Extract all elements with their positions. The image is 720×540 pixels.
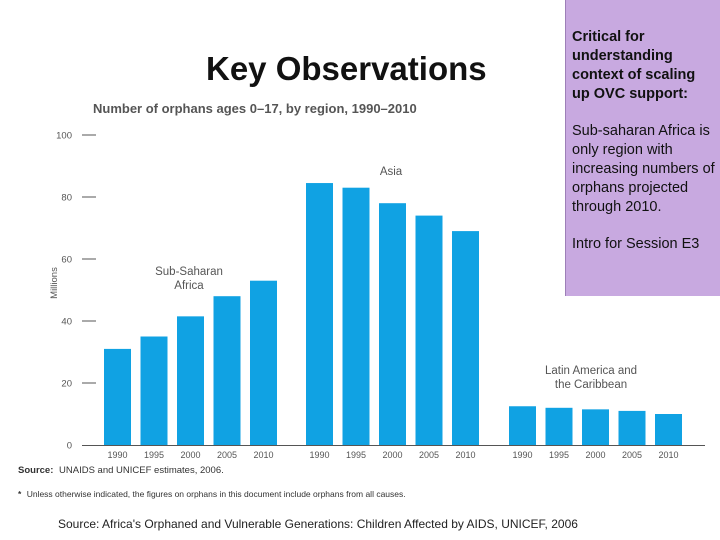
x-tick-label: 2005 (622, 450, 642, 460)
chart-footnote: * Unless otherwise indicated, the figure… (18, 489, 406, 499)
x-tick-label: 2010 (253, 450, 273, 460)
chart-title: Number of orphans ages 0–17, by region, … (93, 101, 417, 116)
y-tick-label: 80 (61, 193, 72, 204)
chart-source: Source: UNAIDS and UNICEF estimates, 200… (18, 465, 224, 476)
y-axis: 0 20 40 60 80 100 (56, 131, 705, 452)
x-tick-label: 1995 (144, 450, 164, 460)
y-tick-label: 0 (67, 441, 72, 452)
note-heading: Critical for understanding context of sc… (572, 29, 696, 102)
note-session: Intro for Session E3 (572, 236, 700, 252)
x-tick-label: 2010 (455, 450, 475, 460)
note-box: Critical for understanding context of sc… (565, 0, 720, 296)
y-tick-label: 100 (56, 131, 72, 142)
footnote-text: Unless otherwise indicated, the figures … (27, 489, 406, 499)
slide-source: Source: Africa's Orphaned and Vulnerable… (58, 517, 578, 531)
x-tick-label: 1990 (512, 450, 532, 460)
page-title: Key Observations (206, 50, 487, 87)
bar (655, 414, 682, 445)
bar (618, 410, 646, 445)
x-tick-label: 2005 (217, 450, 237, 460)
bar (415, 215, 443, 445)
note-body: Sub-saharan Africa is only region with i… (572, 123, 715, 215)
x-tick-label: 1995 (549, 450, 569, 460)
x-tick-label: 2010 (658, 450, 678, 460)
bar (306, 183, 333, 446)
source-text: UNAIDS and UNICEF estimates, 2006. (59, 465, 224, 476)
x-tick-label: 2005 (419, 450, 439, 460)
x-tick-label: 2000 (585, 450, 605, 460)
y-tick-label: 40 (61, 317, 72, 328)
bar (250, 280, 277, 445)
footnote-mark: * (18, 489, 22, 499)
region-label: Africa (174, 280, 204, 292)
bar (140, 336, 168, 445)
bar (582, 409, 609, 445)
bar (213, 296, 241, 445)
x-tick-label: 2000 (382, 450, 402, 460)
x-tick-label: 1995 (346, 450, 366, 460)
x-tick-label: 2000 (180, 450, 200, 460)
region-labels: Sub-Saharan Africa Asia Latin America and th… (155, 166, 637, 391)
y-tick-label: 20 (61, 379, 72, 390)
x-tick-label: 1990 (107, 450, 127, 460)
bar (177, 316, 204, 445)
bar (104, 348, 131, 445)
y-tick-label: 60 (61, 255, 72, 266)
bar (342, 187, 370, 445)
region-label: the Caribbean (555, 379, 627, 391)
bar (545, 407, 573, 445)
region-label: Sub-Saharan (155, 266, 223, 278)
bar (379, 203, 406, 445)
source-label: Source: (18, 465, 53, 476)
bar (452, 231, 479, 445)
region-label: Asia (380, 166, 403, 178)
y-axis-label: Millions (49, 267, 60, 299)
bar (509, 406, 536, 445)
x-tick-label: 1990 (309, 450, 329, 460)
bars (104, 183, 682, 446)
region-label: Latin America and (545, 365, 637, 377)
x-tick-labels: 1990 1995 2000 2005 2010 1990 1995 2000 2005 2010… (107, 450, 678, 460)
